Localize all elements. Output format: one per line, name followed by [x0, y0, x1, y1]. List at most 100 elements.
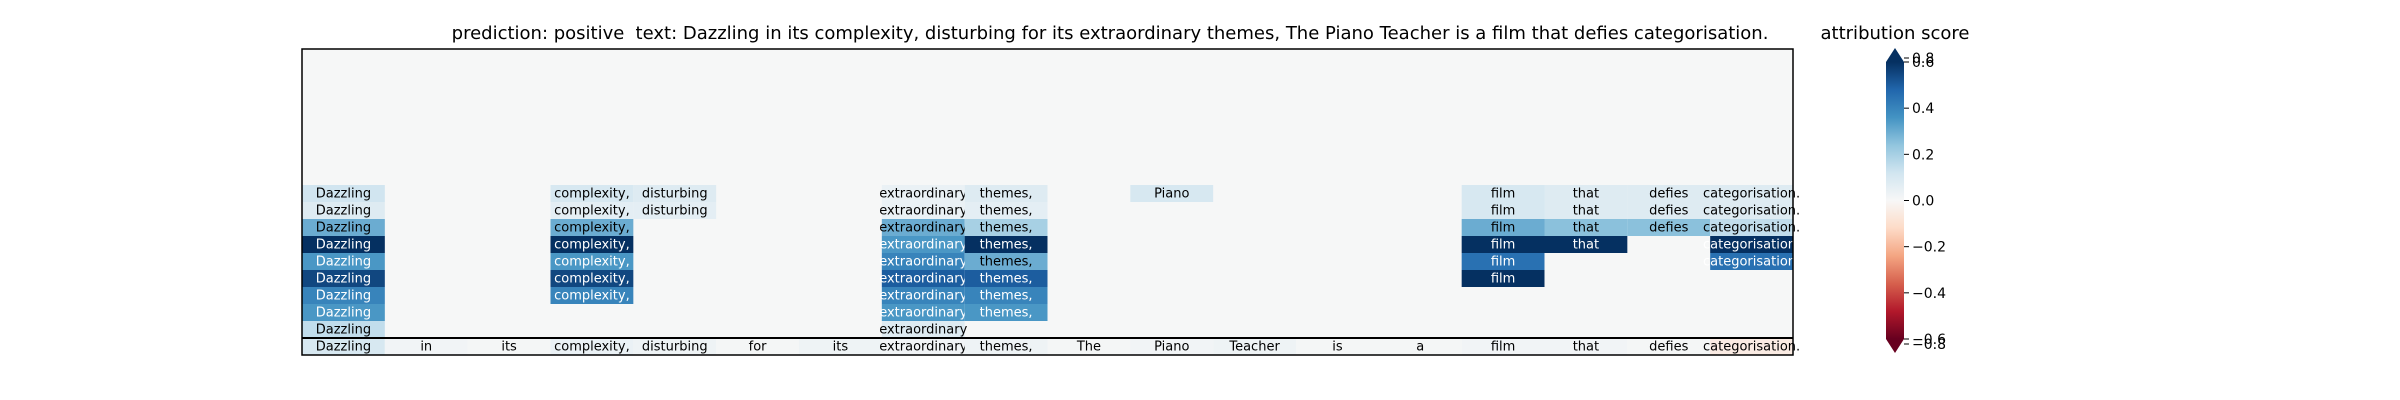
token-label: Piano	[1154, 340, 1189, 355]
token-label: Teacher	[1228, 340, 1280, 355]
token-label: defies	[1649, 340, 1688, 355]
heatmap-cell	[964, 185, 1048, 202]
heatmap-cell	[881, 321, 965, 338]
heatmap-cell	[302, 270, 385, 287]
token-label: Dazzling	[316, 272, 371, 287]
heatmap-cell	[1627, 202, 1711, 219]
token-label: film	[1491, 221, 1515, 236]
heatmap-cell	[881, 185, 965, 202]
heatmap-cell	[550, 253, 634, 270]
heatmap-plot: Dazzling complexity, disturbing extraordina…	[301, 48, 1800, 356]
heatmap-cell	[1544, 236, 1628, 253]
heatmap-cell	[1461, 219, 1545, 236]
colorbar-tick-label: 0.6	[1912, 55, 1934, 71]
heatmap-cell	[302, 338, 385, 355]
token-label: themes,	[980, 204, 1033, 219]
token-label: themes,	[980, 187, 1033, 202]
token-label: categorisation.	[1703, 238, 1800, 253]
token-label: themes,	[980, 306, 1033, 321]
token-label: film	[1491, 187, 1515, 202]
token-label: complexity,	[554, 221, 630, 236]
token-label: film	[1491, 255, 1515, 270]
heatmap-cell	[964, 338, 1048, 355]
heatmap-cell	[302, 321, 385, 338]
heatmap-cell	[1710, 219, 1793, 236]
heatmap-cell	[633, 338, 717, 355]
heatmap-cell	[1378, 338, 1462, 355]
heatmap-cell	[302, 202, 385, 219]
colorbar-tick-label: −0.8	[1912, 337, 1946, 353]
heatmap-cell	[1627, 185, 1711, 202]
heatmap-cell	[964, 270, 1048, 287]
token-label: disturbing	[642, 187, 708, 202]
token-label: disturbing	[642, 204, 708, 219]
heatmap-cell	[1296, 338, 1379, 355]
token-label: Dazzling	[316, 204, 371, 219]
heatmap-cell	[467, 338, 551, 355]
heatmap-cell	[1047, 338, 1131, 355]
heatmap-cell	[302, 304, 385, 321]
heatmap-cell	[881, 202, 965, 219]
heatmap-cell	[1710, 202, 1793, 219]
token-label: themes,	[980, 340, 1033, 355]
heatmap-cell	[881, 338, 965, 355]
token-label: extraordinary	[879, 306, 967, 321]
heatmap-cell	[302, 287, 385, 304]
token-label: that	[1573, 187, 1599, 202]
token-label: Dazzling	[316, 289, 371, 304]
token-label: defies	[1649, 204, 1688, 219]
token-label: defies	[1649, 221, 1688, 236]
token-label: complexity,	[554, 255, 630, 270]
heatmap-cell	[302, 219, 385, 236]
token-label: disturbing	[642, 340, 708, 355]
colorbar-tick-label: −0.2	[1912, 240, 1946, 256]
colorbar-tick-label: 0.2	[1912, 147, 1934, 163]
heatmap-cell	[550, 202, 634, 219]
token-label: defies	[1649, 187, 1688, 202]
heatmap-cell	[550, 287, 634, 304]
heatmap-cell	[964, 202, 1048, 219]
heatmap-cell	[1710, 185, 1793, 202]
heatmap-cell	[881, 219, 965, 236]
colorbar-tick-label: −0.6	[1912, 332, 1946, 348]
token-label: The	[1076, 340, 1101, 355]
heatmap-cell	[1544, 185, 1628, 202]
token-label: film	[1491, 272, 1515, 287]
heatmap-cell	[550, 270, 634, 287]
token-label: film	[1491, 204, 1515, 219]
token-label: extraordinary	[879, 323, 967, 338]
heatmap-cell	[1627, 338, 1711, 355]
colorbar-extend-bottom	[1886, 339, 1904, 353]
token-label: complexity,	[554, 187, 630, 202]
heatmap-cell	[1544, 338, 1628, 355]
heatmap-cell	[1544, 219, 1628, 236]
token-label: extraordinary	[879, 289, 967, 304]
colorbar-tick-label: −0.4	[1912, 286, 1946, 302]
heatmap-cell	[1130, 338, 1214, 355]
heatmap-cell	[1710, 253, 1793, 270]
token-label: in	[420, 340, 432, 355]
token-label: categorisation.	[1703, 340, 1800, 355]
token-label: extraordinary	[879, 272, 967, 287]
token-label: Dazzling	[316, 238, 371, 253]
token-label: themes,	[980, 221, 1033, 236]
token-label: Dazzling	[316, 340, 371, 355]
token-label: that	[1573, 340, 1599, 355]
token-label: themes,	[980, 238, 1033, 253]
heatmap-cell	[881, 253, 965, 270]
heatmap-cell	[302, 253, 385, 270]
heatmap-cell	[550, 185, 634, 202]
token-label: extraordinary	[879, 221, 967, 236]
token-label: Dazzling	[316, 306, 371, 321]
heatmap-cell	[550, 236, 634, 253]
heatmap-cell	[1130, 185, 1214, 202]
token-label: complexity,	[554, 272, 630, 287]
token-label: categorisation.	[1703, 187, 1800, 202]
token-label: themes,	[980, 272, 1033, 287]
token-label: themes,	[980, 289, 1033, 304]
heatmap-cell	[881, 304, 965, 321]
colorbar: 0.6 0.4 0.2 0.0 −0.2 −0.4 −0.6 0.8 −0.8	[1886, 48, 1946, 353]
heatmap-cell	[633, 185, 717, 202]
colorbar-ticks: 0.6 0.4 0.2 0.0 −0.2 −0.4 −0.6 0.8 −0.8	[1904, 51, 1946, 353]
